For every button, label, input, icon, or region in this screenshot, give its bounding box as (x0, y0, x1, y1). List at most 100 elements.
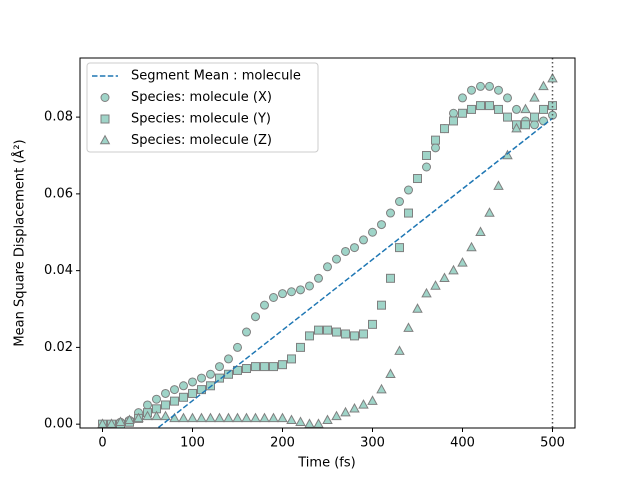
point (358, 399, 369, 409)
point (277, 412, 288, 423)
y-tick-label: 0.04 (44, 263, 73, 278)
point (197, 373, 206, 383)
x-axis-label: Time (fs) (297, 456, 355, 471)
legend-label: Species: molecule (X) (131, 90, 272, 105)
point (232, 412, 243, 423)
point (530, 120, 539, 130)
point (377, 300, 386, 310)
point (376, 383, 387, 394)
point (304, 418, 315, 428)
point (457, 257, 468, 267)
point (395, 243, 404, 253)
point (215, 362, 224, 372)
point (521, 120, 530, 130)
point (161, 388, 170, 398)
point (260, 300, 269, 310)
point (143, 400, 152, 410)
point (485, 81, 494, 91)
y-axis-label: Mean Square Displacement (Å²) (12, 139, 28, 346)
point (368, 227, 377, 237)
point (422, 162, 431, 172)
point (359, 329, 368, 339)
point (466, 241, 477, 252)
point (260, 362, 269, 372)
point (520, 103, 531, 114)
legend-label: Segment Mean : molecule (131, 69, 301, 84)
point (205, 412, 216, 423)
point (386, 273, 395, 283)
point (494, 104, 503, 114)
point (493, 180, 504, 190)
point (269, 362, 278, 372)
y-tick-label: 0.06 (44, 186, 73, 201)
x-tick-label: 100 (180, 436, 205, 451)
point (170, 396, 179, 406)
point (530, 112, 539, 122)
point (224, 369, 233, 379)
point (350, 331, 359, 341)
point (115, 416, 126, 426)
point (476, 81, 485, 91)
point (413, 174, 422, 184)
point (268, 412, 279, 423)
point (100, 93, 110, 102)
point (188, 388, 197, 398)
point (449, 108, 458, 118)
point (385, 368, 396, 378)
point (340, 406, 351, 417)
legend-box (86, 62, 319, 153)
x-tick-label: 200 (270, 436, 295, 451)
point (97, 418, 108, 428)
point (287, 287, 296, 297)
point (403, 322, 414, 332)
point (314, 325, 323, 335)
point (404, 208, 413, 218)
point (548, 101, 557, 111)
point (187, 412, 198, 423)
point (179, 381, 188, 391)
point (305, 331, 314, 341)
point (161, 400, 170, 410)
x-tick-label: 500 (540, 436, 565, 451)
point (251, 362, 260, 372)
point (242, 327, 251, 337)
point (331, 410, 342, 421)
point (133, 412, 144, 423)
point (296, 342, 305, 352)
point (431, 143, 440, 153)
point (287, 354, 296, 364)
point (368, 319, 377, 329)
plot-area (97, 72, 558, 428)
legend-label: Species: molecule (Z) (131, 133, 272, 148)
point (100, 114, 110, 124)
point (242, 364, 251, 374)
point (394, 345, 405, 355)
point (511, 122, 522, 133)
point (278, 360, 287, 370)
point (251, 312, 260, 322)
y-tick-label: 0.02 (44, 340, 73, 355)
point (286, 414, 297, 425)
point (539, 104, 548, 114)
point (467, 104, 476, 114)
point (547, 72, 558, 83)
point (494, 85, 503, 95)
point (295, 416, 306, 426)
point (422, 150, 431, 160)
point (440, 124, 449, 134)
point (484, 207, 495, 217)
y-tick-label: 0.08 (44, 110, 73, 125)
y-tick-label: 0.00 (44, 417, 73, 432)
point (169, 412, 180, 423)
point (250, 412, 261, 423)
x-tick-label: 300 (360, 436, 385, 451)
point (386, 208, 395, 218)
point (431, 135, 440, 145)
point (341, 329, 350, 339)
axes-frame (79, 57, 576, 429)
point (152, 394, 161, 404)
point (179, 392, 188, 402)
point (178, 412, 189, 423)
point (233, 342, 242, 352)
